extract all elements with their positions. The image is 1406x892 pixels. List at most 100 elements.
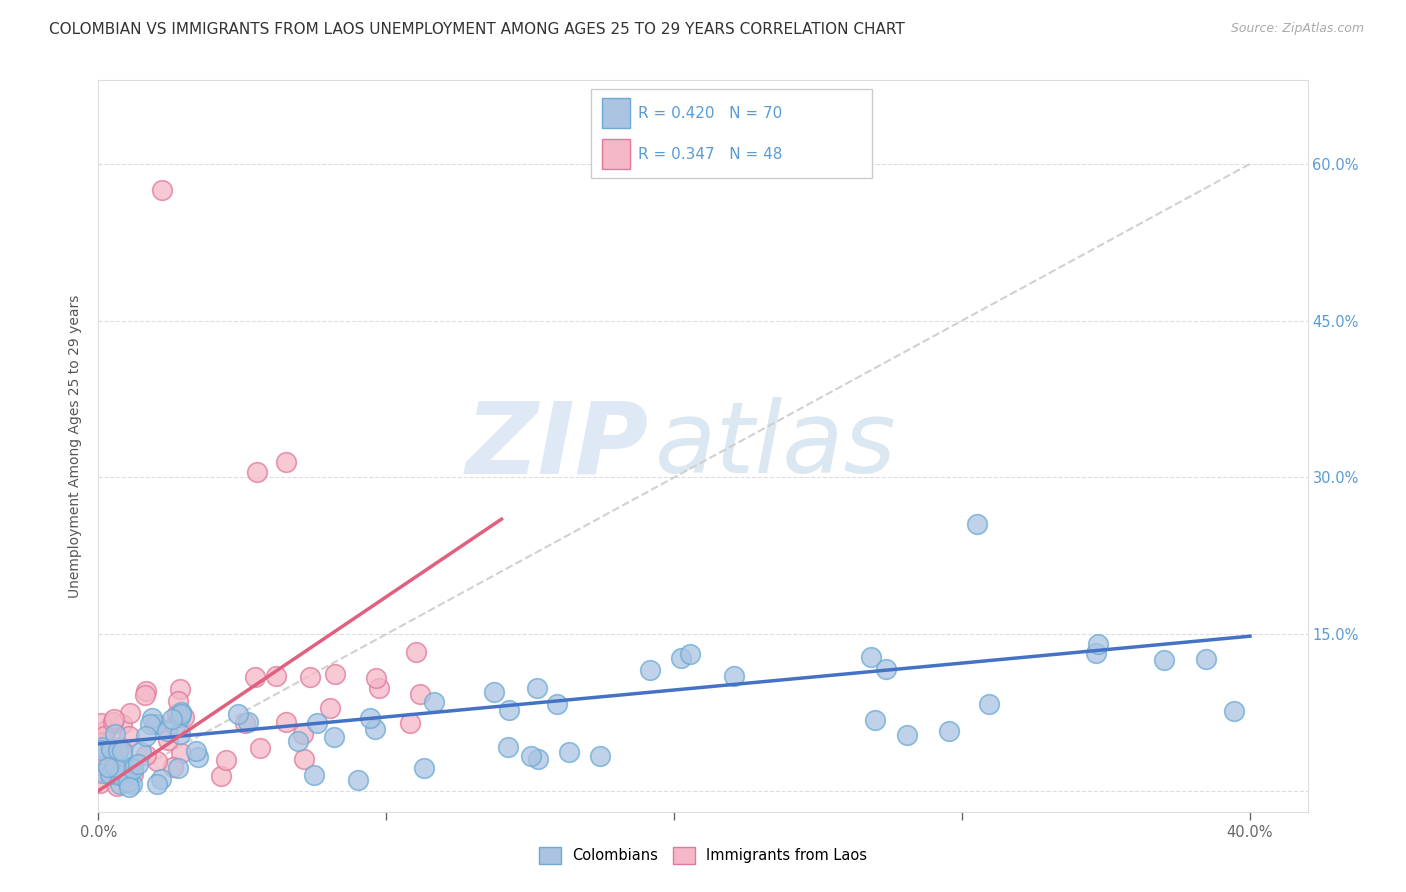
Point xyxy=(305,716,328,731)
Point xyxy=(118,759,141,773)
Point xyxy=(107,743,129,757)
Point xyxy=(346,772,368,787)
Point xyxy=(319,700,342,714)
Point xyxy=(264,669,287,683)
Point xyxy=(108,777,131,791)
Point xyxy=(423,696,446,710)
Point xyxy=(399,716,422,731)
Point xyxy=(405,645,427,659)
Point xyxy=(484,685,506,699)
Point xyxy=(104,760,127,774)
Point xyxy=(243,670,266,684)
Point xyxy=(89,776,111,790)
Point xyxy=(233,716,256,731)
Point xyxy=(111,716,134,731)
Point xyxy=(977,697,1000,711)
Point xyxy=(134,688,156,702)
Point xyxy=(103,747,125,761)
Text: atlas: atlas xyxy=(655,398,896,494)
Point xyxy=(93,729,115,743)
Text: COLOMBIAN VS IMMIGRANTS FROM LAOS UNEMPLOYMENT AMONG AGES 25 TO 29 YEARS CORRELA: COLOMBIAN VS IMMIGRANTS FROM LAOS UNEMPL… xyxy=(49,22,905,37)
Point xyxy=(671,650,693,665)
Point xyxy=(101,714,124,729)
Point xyxy=(249,741,271,756)
Point xyxy=(170,706,193,720)
Text: ZIP: ZIP xyxy=(465,398,648,494)
Point xyxy=(169,747,191,761)
Point xyxy=(149,772,172,786)
Point xyxy=(292,752,315,766)
Point xyxy=(121,777,143,791)
Point xyxy=(938,724,960,739)
Bar xyxy=(602,98,630,128)
Point xyxy=(89,751,111,765)
Point xyxy=(169,727,191,741)
Point xyxy=(90,739,112,754)
Point xyxy=(100,742,122,756)
Point xyxy=(117,729,139,743)
Point xyxy=(678,647,700,661)
Point xyxy=(141,711,163,725)
Point xyxy=(184,743,207,757)
Point xyxy=(292,727,315,741)
Point xyxy=(412,761,434,775)
Point xyxy=(169,681,191,696)
Point xyxy=(322,730,344,744)
Point xyxy=(135,729,157,743)
Point xyxy=(156,723,179,738)
Point xyxy=(105,780,128,794)
Point xyxy=(129,745,152,759)
Point xyxy=(366,671,388,685)
Point xyxy=(638,663,661,677)
Point xyxy=(87,764,110,778)
Point xyxy=(167,761,190,775)
Point xyxy=(966,517,988,532)
Text: Source: ZipAtlas.com: Source: ZipAtlas.com xyxy=(1230,22,1364,36)
Point xyxy=(162,759,184,773)
Point xyxy=(150,183,173,197)
Point xyxy=(110,740,132,755)
Point xyxy=(274,455,297,469)
Point xyxy=(90,765,112,780)
Point xyxy=(98,767,121,781)
Point xyxy=(127,756,149,771)
Point xyxy=(135,683,157,698)
Point xyxy=(589,749,612,764)
Point xyxy=(157,733,180,747)
Point xyxy=(519,748,541,763)
Point xyxy=(169,709,191,723)
Point xyxy=(139,717,162,731)
Point xyxy=(94,723,117,738)
Point xyxy=(146,754,169,768)
Point xyxy=(209,769,232,783)
Point xyxy=(246,465,269,479)
Point xyxy=(226,706,249,721)
Point xyxy=(1087,637,1109,651)
Point xyxy=(526,681,548,696)
Point xyxy=(108,768,131,782)
Point xyxy=(526,752,548,766)
Point xyxy=(100,756,122,771)
Point xyxy=(143,716,166,731)
Point xyxy=(409,687,432,701)
Point xyxy=(165,717,187,731)
Point xyxy=(135,747,157,762)
Point xyxy=(118,780,141,795)
Point xyxy=(1195,651,1218,665)
Bar xyxy=(602,139,630,169)
Point xyxy=(236,715,259,730)
Point xyxy=(298,670,321,684)
Point xyxy=(111,744,134,758)
Point xyxy=(723,669,745,683)
Point xyxy=(1223,704,1246,718)
Point xyxy=(1153,653,1175,667)
Point xyxy=(863,714,886,728)
Point xyxy=(859,650,882,665)
Point xyxy=(546,697,568,711)
Point xyxy=(274,714,297,729)
Point xyxy=(323,667,346,681)
Point xyxy=(496,739,519,754)
Text: R = 0.420   N = 70: R = 0.420 N = 70 xyxy=(638,106,783,120)
Point xyxy=(498,703,520,717)
Point xyxy=(364,723,387,737)
